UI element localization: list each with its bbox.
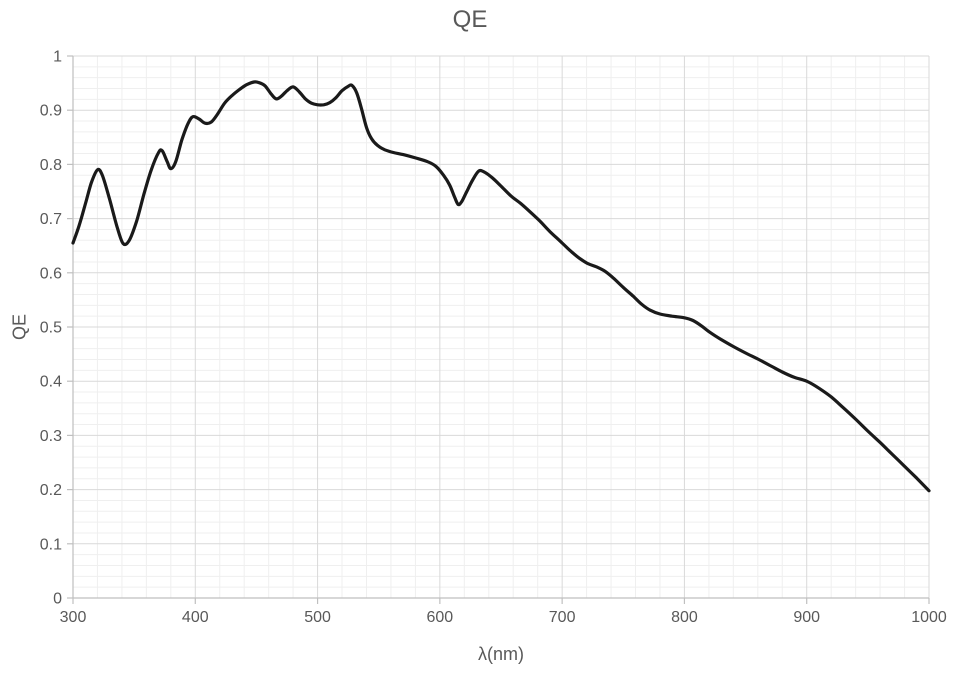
qe-curve [71, 80, 931, 493]
y-tick-label: 0.7 [40, 211, 62, 228]
y-tick-label: 1 [53, 49, 62, 66]
y-tick-label: 0.1 [40, 536, 62, 553]
y-tick-label: 0.6 [40, 265, 62, 282]
y-tick-label: 0.8 [40, 157, 62, 174]
x-axis-title: λ(nm) [478, 644, 524, 664]
y-tick-label: 0.4 [40, 374, 62, 391]
y-tick-label: 0.9 [40, 103, 62, 120]
x-tick-label: 700 [549, 609, 576, 626]
x-tick-label: 500 [304, 609, 331, 626]
chart-title: QE [452, 6, 488, 33]
x-tick-label: 1000 [911, 609, 947, 626]
y-tick-label: 0.2 [40, 482, 62, 499]
y-tick-label: 0.3 [40, 428, 62, 445]
y-tick-label: 0 [53, 591, 62, 608]
x-tick-label: 800 [671, 609, 698, 626]
x-tick-label: 400 [182, 609, 209, 626]
x-tick-label: 600 [427, 609, 454, 626]
x-tick-label: 300 [60, 609, 87, 626]
y-tick-label: 0.5 [40, 320, 62, 337]
x-tick-label: 900 [793, 609, 820, 626]
